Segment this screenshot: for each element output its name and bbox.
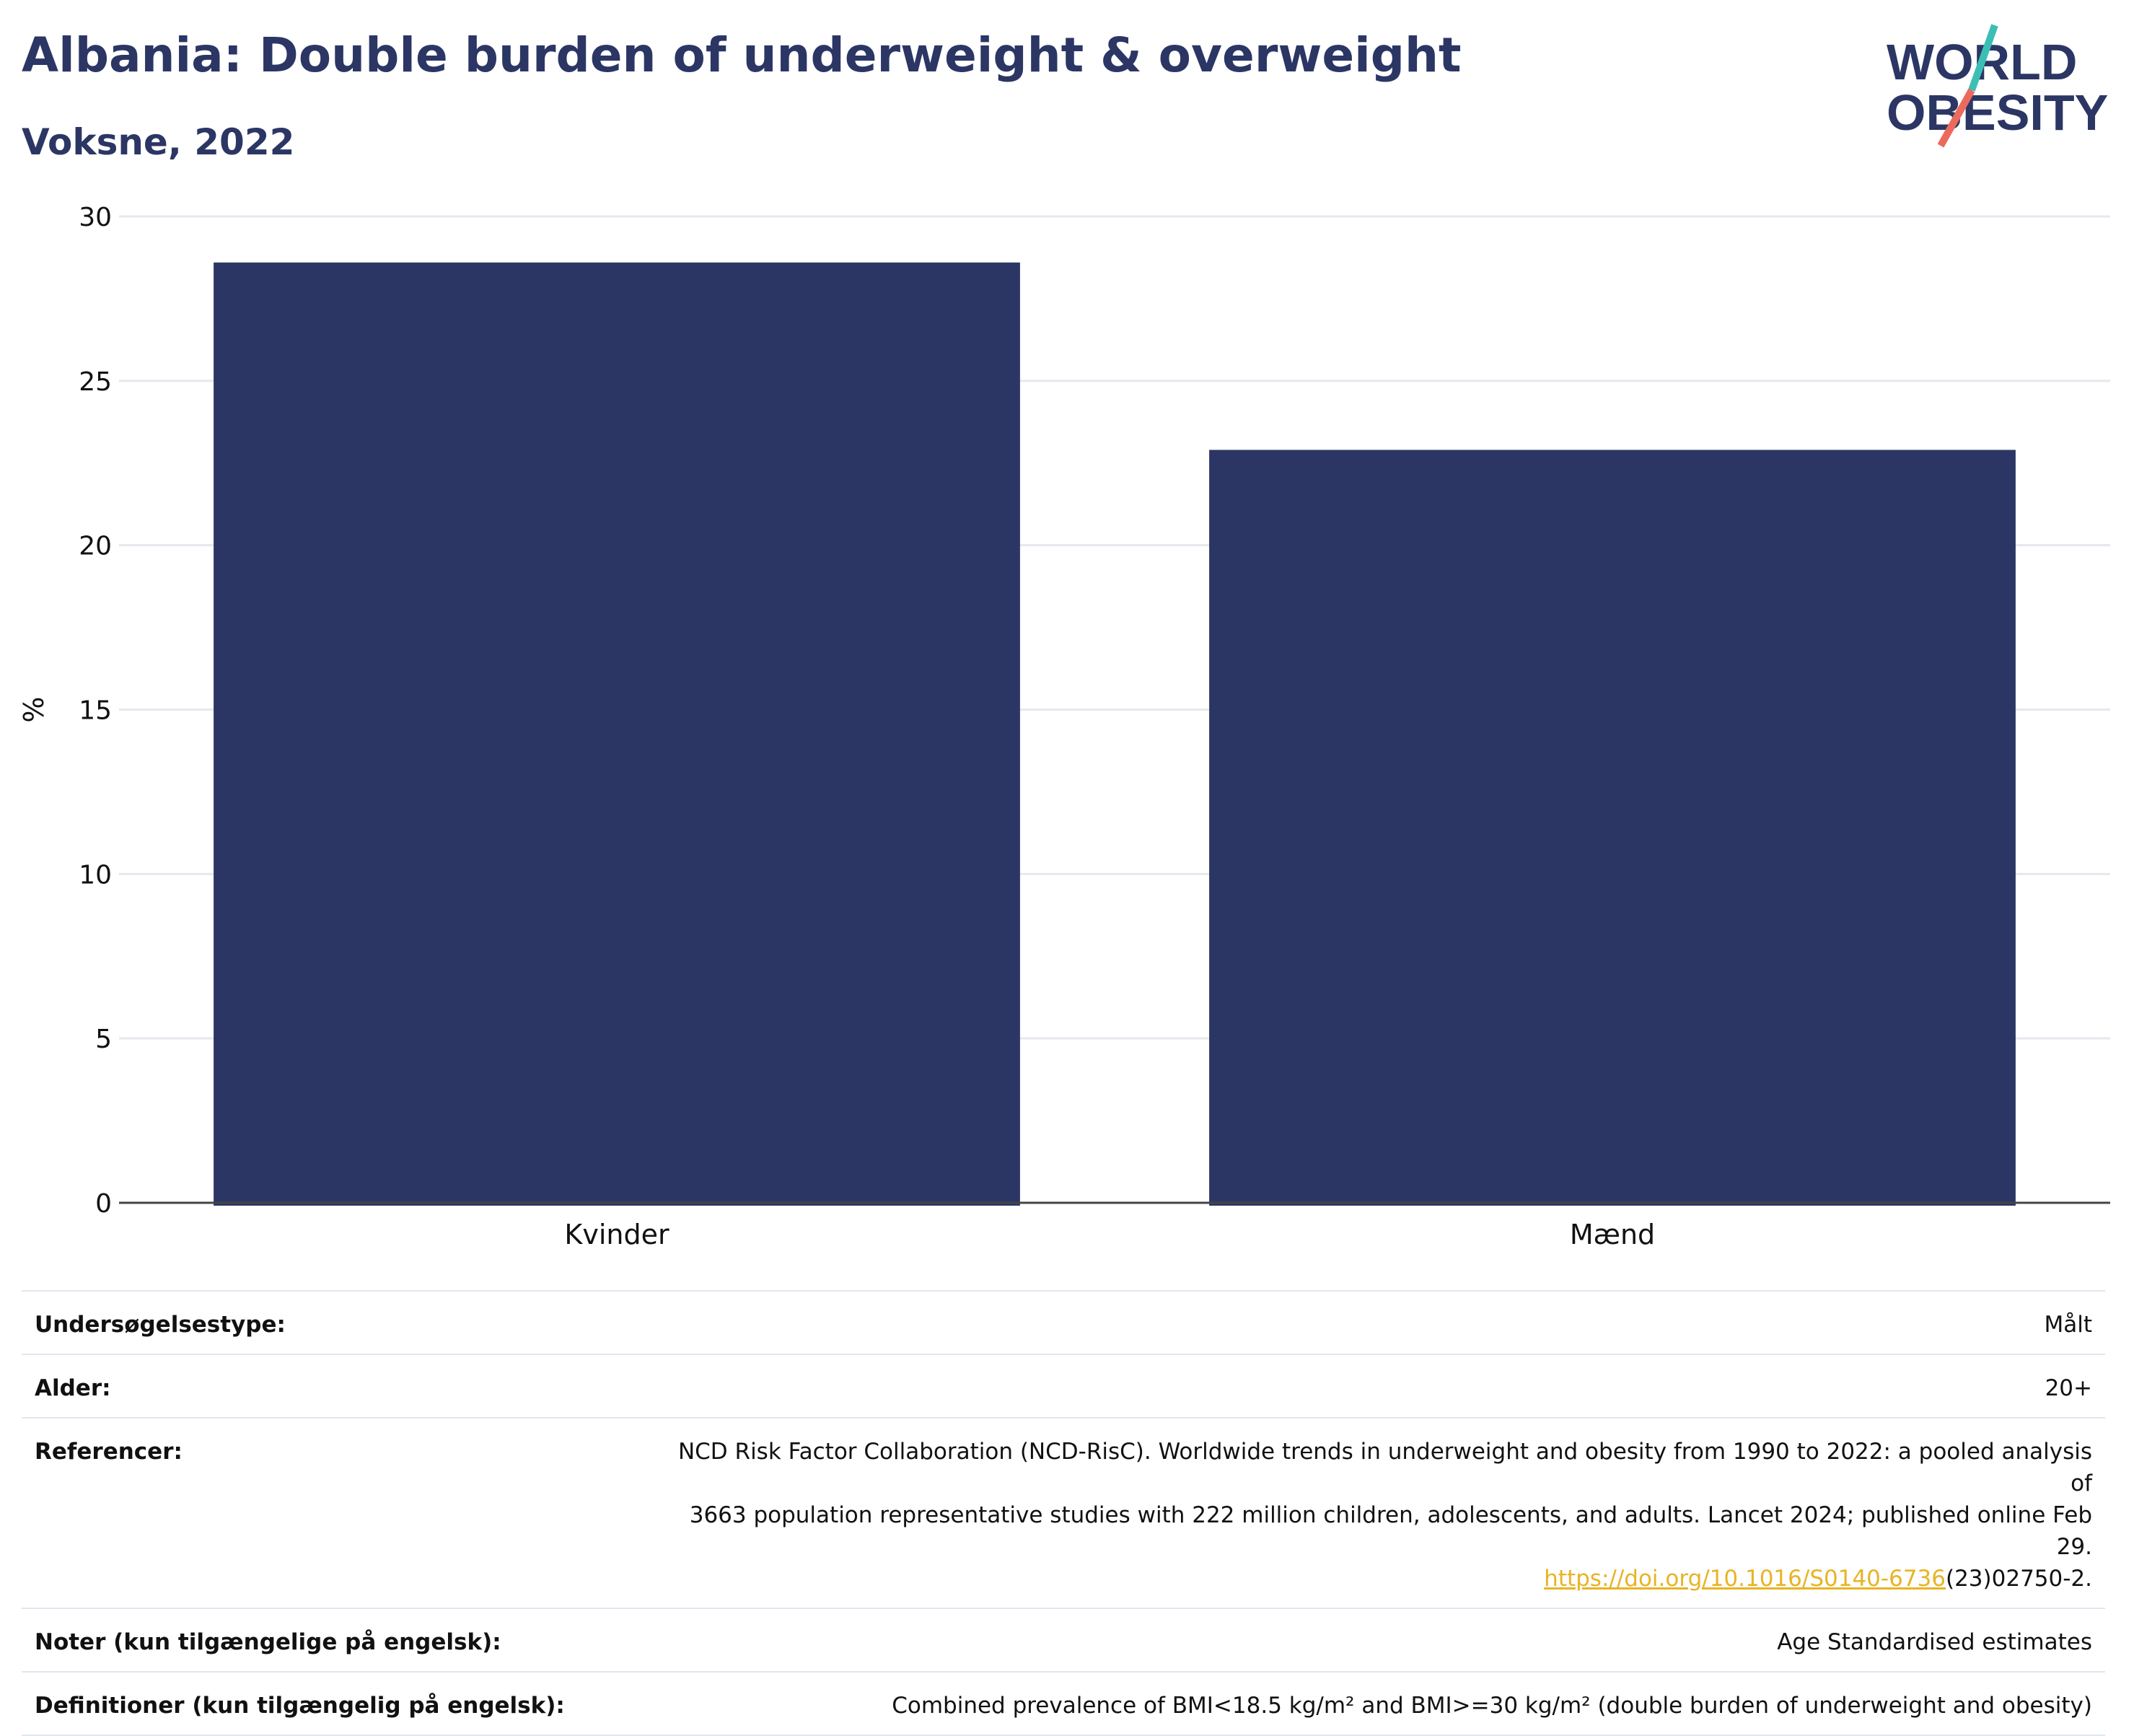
logo-slash-coral: [1937, 88, 1975, 148]
y-axis-label: %: [18, 696, 50, 722]
notes-value: Age Standardised estimates: [639, 1608, 2105, 1672]
meta-row-references: Referencer: NCD Risk Factor Collaboratio…: [22, 1417, 2105, 1608]
survey-type-label: Undersøgelsestype:: [22, 1290, 639, 1354]
age-value: 20+: [639, 1354, 2105, 1418]
references-label: Referencer:: [22, 1417, 639, 1608]
y-tick-label: 0: [95, 1189, 112, 1219]
y-tick-label: 15: [79, 696, 112, 726]
bar-0: [214, 262, 1020, 1206]
age-label: Alder:: [22, 1354, 639, 1418]
y-tick-label: 10: [79, 860, 112, 890]
y-tick-label: 20: [79, 532, 112, 561]
metadata-table: Undersøgelsestype: Målt Alder: 20+ Refer…: [22, 1290, 2105, 1736]
x-category-label: Mænd: [1570, 1219, 1655, 1250]
references-text-line-2: 3663 population representative studies w…: [689, 1502, 2092, 1560]
y-tick-label: 25: [79, 367, 112, 397]
logo-slash-teal: [1968, 24, 1998, 92]
meta-row-survey-type: Undersøgelsestype: Målt: [22, 1290, 2105, 1354]
world-obesity-logo: WORLD OBESITY: [1887, 24, 2108, 148]
meta-row-notes: Noter (kun tilgængelige på engelsk): Age…: [22, 1608, 2105, 1672]
chart-subtitle: Voksne, 2022: [22, 121, 295, 163]
references-text-line-1: NCD Risk Factor Collaboration (NCD-RisC)…: [677, 1439, 2092, 1496]
references-value: NCD Risk Factor Collaboration (NCD-RisC)…: [639, 1417, 2105, 1608]
references-doi-suffix: (23)02750-2.: [1945, 1566, 2092, 1592]
survey-type-value: Målt: [639, 1290, 2105, 1354]
y-tick-label: 30: [79, 203, 112, 232]
meta-row-age: Alder: 20+: [22, 1354, 2105, 1418]
definitions-value: Combined prevalence of BMI<18.5 kg/m² an…: [639, 1671, 2105, 1736]
chart-title: Albania: Double burden of underweight & …: [22, 27, 1462, 83]
bar-1: [1209, 450, 2016, 1206]
x-category-label: Kvinder: [564, 1219, 669, 1250]
y-axis-ticks: 0 5 10 15 20 25 30: [79, 203, 112, 1219]
notes-label: Noter (kun tilgængelige på engelsk):: [22, 1608, 639, 1672]
y-tick-label: 5: [95, 1025, 112, 1054]
x-axis-categories: Kvinder Mænd: [564, 1219, 1655, 1250]
references-doi-link[interactable]: https://doi.org/10.1016/S0140-6736: [1544, 1566, 1946, 1592]
bars: [214, 262, 2016, 1206]
definitions-label: Definitioner (kun tilgængelig på engelsk…: [22, 1671, 639, 1736]
meta-row-definitions: Definitioner (kun tilgængelig på engelsk…: [22, 1671, 2105, 1736]
bar-chart: 0 5 10 15 20 25 30 Kvinder Mænd %: [18, 203, 2110, 1250]
logo-line-2: OBESITY: [1887, 84, 2108, 141]
references-text-line-3: https://doi.org/10.1016/S0140-6736(23)02…: [652, 1563, 2092, 1595]
